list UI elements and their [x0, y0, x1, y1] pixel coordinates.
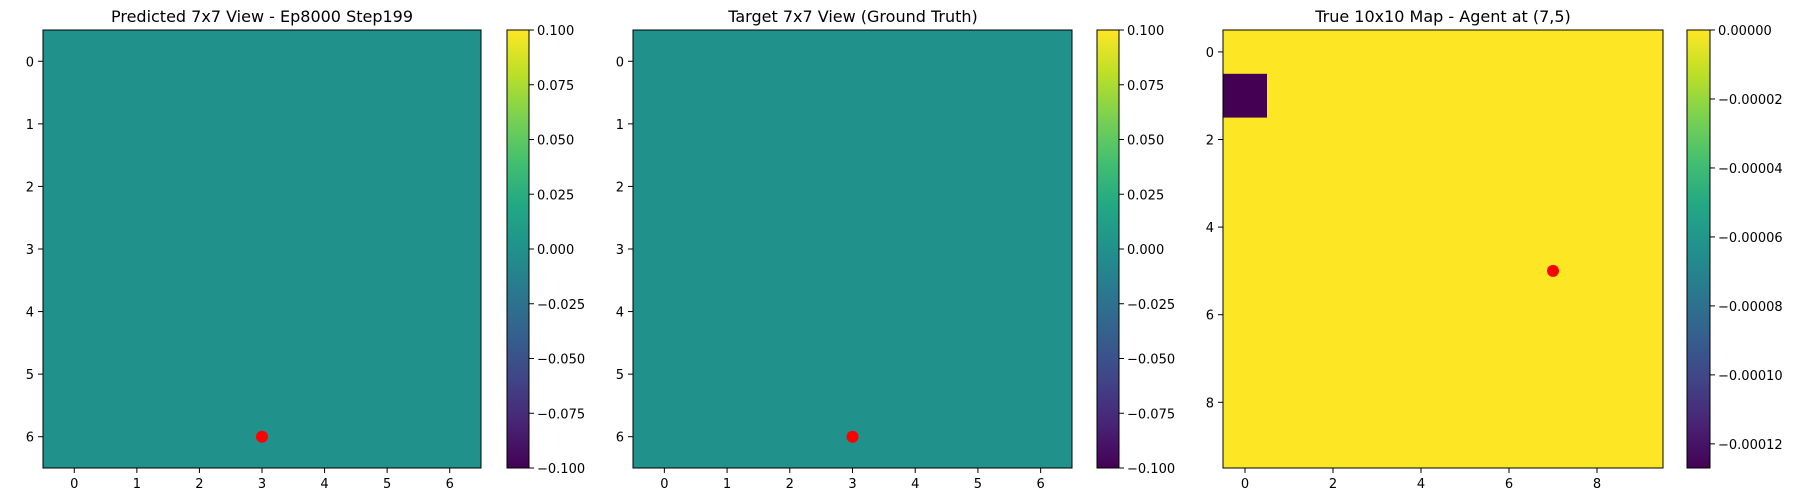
y-tick-label: 8 [1206, 396, 1214, 411]
heatmap-cell [1223, 73, 1267, 118]
colorbar-tick-label: −0.050 [1127, 353, 1175, 368]
colorbar-tick-label: 0.050 [1127, 134, 1164, 149]
agent-marker [846, 430, 859, 443]
chart-title: Predicted 7x7 View - Ep8000 Step199 [111, 7, 413, 26]
heatmap-area: 0 1 2 3 4 5 6 0 1 2 3 4 5 6 [26, 29, 482, 492]
y-tick-label: 0 [616, 55, 624, 70]
colorbar-gradient [1687, 30, 1710, 468]
heatmap-cells [43, 30, 481, 468]
colorbar: −0.100 −0.075 −0.050 −0.025 0.000 0.025 0.050 0… [1096, 24, 1175, 477]
colorbar-tick-label: −0.100 [537, 462, 585, 477]
y-tick-label: 3 [616, 243, 624, 258]
heatmap-area: 0 2 4 6 8 0 2 4 6 8 [1206, 29, 1664, 492]
y-tick-label: 6 [1206, 309, 1214, 324]
y-tick-label: 2 [1206, 134, 1214, 149]
y-tick-label: 4 [616, 306, 624, 321]
colorbar-gradient [507, 30, 529, 468]
y-tick-label: 0 [26, 55, 34, 70]
colorbar-tick-label: 0.100 [1127, 24, 1164, 39]
x-tick-label: 2 [1329, 477, 1337, 492]
x-tick-label: 3 [258, 477, 266, 492]
colorbar-tick-label: −0.100 [1127, 462, 1175, 477]
x-tick-label: 0 [70, 477, 78, 492]
panel-true-map: True 10x10 Map - Agent at (7,5) 0 2 4 6 8 0 2 4… [1206, 7, 1783, 492]
colorbar-tick-label: −0.075 [537, 407, 585, 422]
x-tick-label: 4 [1417, 477, 1425, 492]
colorbar-tick-label: −0.00006 [1718, 231, 1783, 246]
x-tick-label: 5 [383, 477, 391, 492]
colorbar-tick-label: 0.075 [537, 79, 574, 94]
y-tick-label: 6 [26, 431, 34, 446]
colorbar-tick-label: −0.00008 [1718, 300, 1783, 315]
colorbar-frame [1686, 29, 1711, 469]
y-tick-label: 4 [1206, 221, 1214, 236]
agent-marker [256, 430, 268, 443]
x-tick-label: 1 [133, 477, 141, 492]
colorbar: −0.00012 −0.00010 −0.00008 −0.00006 −0.00004… [1686, 24, 1783, 469]
y-tick-label: 2 [616, 180, 624, 195]
y-tick-label: 5 [616, 368, 624, 383]
colorbar-tick-label: −0.025 [1127, 298, 1175, 313]
colorbar-tick-label: −0.00012 [1718, 438, 1783, 453]
agent-marker [1547, 264, 1559, 277]
colorbar-tick-label: −0.00002 [1718, 93, 1783, 108]
colorbar-gradient [1097, 30, 1119, 468]
x-tick-label: 2 [786, 477, 794, 492]
colorbar-tick-label: −0.00004 [1718, 162, 1783, 177]
x-tick-label: 0 [660, 477, 668, 492]
colorbar-tick-label: 0.075 [1127, 79, 1164, 94]
chart-title: Target 7x7 View (Ground Truth) [727, 7, 978, 26]
x-tick-label: 3 [848, 477, 856, 492]
heatmap-area: 0 1 2 3 4 5 6 0 1 2 3 4 5 6 [616, 29, 1073, 492]
colorbar-tick-label: 0.00000 [1718, 24, 1772, 39]
x-tick-label: 4 [911, 477, 919, 492]
colorbar-tick-label: 0.000 [537, 243, 574, 258]
panel-target-view: Target 7x7 View (Ground Truth) 0 1 2 3 4 5 6 0 1… [616, 7, 1175, 492]
y-tick-label: 5 [26, 368, 34, 383]
x-tick-label: 0 [1241, 477, 1249, 492]
colorbar-tick-label: −0.075 [1127, 407, 1175, 422]
y-tick-label: 1 [616, 118, 624, 133]
colorbar-tick-label: 0.050 [537, 134, 574, 149]
x-tick-label: 4 [320, 477, 328, 492]
y-tick-label: 0 [1206, 46, 1214, 61]
x-tick-label: 5 [974, 477, 982, 492]
y-tick-label: 2 [26, 180, 34, 195]
y-tick-label: 4 [26, 306, 34, 321]
x-tick-label: 6 [446, 477, 454, 492]
colorbar-tick-label: −0.050 [537, 353, 585, 368]
x-tick-label: 1 [723, 477, 731, 492]
colorbar-tick-label: 0.100 [537, 24, 574, 39]
colorbar-tick-label: −0.025 [537, 298, 585, 313]
chart-title: True 10x10 Map - Agent at (7,5) [1314, 7, 1571, 26]
heatmap-cells [1223, 30, 1663, 468]
y-tick-label: 1 [26, 118, 34, 133]
x-tick-label: 8 [1593, 477, 1601, 492]
colorbar-tick-label: 0.025 [537, 188, 574, 203]
x-tick-label: 6 [1037, 477, 1045, 492]
x-tick-label: 2 [195, 477, 203, 492]
heatmap-cells [633, 30, 1072, 468]
axes-frame [1222, 29, 1664, 469]
colorbar: −0.100 −0.075 −0.050 −0.025 0.000 0.025 0.050 0… [506, 24, 585, 477]
x-tick-label: 6 [1505, 477, 1513, 492]
colorbar-tick-label: −0.00010 [1718, 369, 1783, 384]
panel-predicted-view: Predicted 7x7 View - Ep8000 Step199 0 1 2 3… [26, 7, 585, 492]
y-tick-label: 3 [26, 243, 34, 258]
y-tick-label: 6 [616, 431, 624, 446]
colorbar-tick-label: 0.000 [1127, 243, 1164, 258]
colorbar-tick-label: 0.025 [1127, 188, 1164, 203]
